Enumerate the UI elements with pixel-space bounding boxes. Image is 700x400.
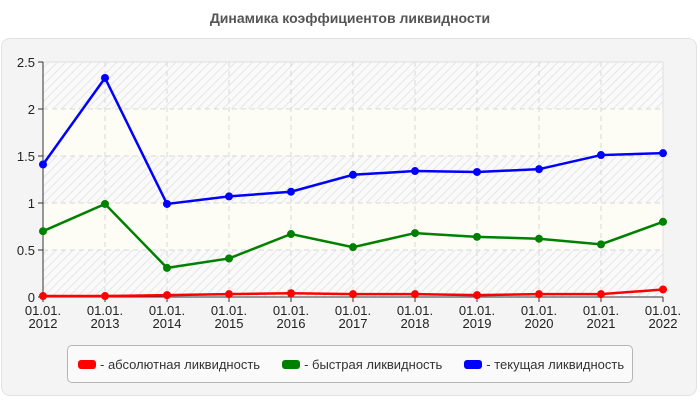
y-tick-label: 2.5 bbox=[17, 55, 35, 70]
data-point[interactable] bbox=[225, 290, 233, 299]
x-tick-label: 01.01. bbox=[583, 303, 619, 318]
data-point[interactable] bbox=[597, 240, 605, 249]
data-point[interactable] bbox=[39, 160, 47, 169]
data-point[interactable] bbox=[535, 234, 543, 243]
y-tick-label: 2 bbox=[28, 102, 35, 117]
legend-swatch-blue bbox=[464, 359, 483, 369]
x-tick-label: 2021 bbox=[587, 316, 616, 331]
data-point[interactable] bbox=[411, 290, 419, 299]
data-point[interactable] bbox=[39, 292, 47, 301]
y-tick-label: 1.5 bbox=[17, 149, 35, 164]
chart-title: Динамика коэффициентов ликвидности bbox=[209, 10, 491, 26]
data-point[interactable] bbox=[163, 199, 171, 208]
x-tick-label: 2022 bbox=[649, 316, 678, 331]
x-tick-label: 01.01. bbox=[335, 303, 371, 318]
data-point[interactable] bbox=[101, 292, 109, 301]
data-point[interactable] bbox=[597, 151, 605, 160]
legend-swatch-green bbox=[282, 359, 301, 369]
x-tick-label: 2016 bbox=[277, 316, 306, 331]
grid-lines bbox=[43, 61, 664, 297]
x-tick-label: 2013 bbox=[91, 316, 120, 331]
data-point[interactable] bbox=[287, 230, 295, 239]
data-point[interactable] bbox=[349, 243, 357, 252]
axes: 00.511.522.501.01.201201.01.201301.01.20… bbox=[17, 55, 681, 331]
legend-label: - быстрая ликвидность bbox=[304, 356, 443, 372]
data-point[interactable] bbox=[287, 289, 295, 298]
x-tick-label: 01.01. bbox=[273, 303, 309, 318]
series-lines bbox=[39, 73, 667, 301]
data-point[interactable] bbox=[349, 170, 357, 179]
data-point[interactable] bbox=[659, 285, 667, 294]
legend-item-current[interactable]: - текущая ликвидность bbox=[464, 357, 624, 372]
x-tick-label: 2018 bbox=[401, 316, 430, 331]
x-tick-label: 01.01. bbox=[211, 303, 247, 318]
x-tick-label: 2014 bbox=[153, 316, 182, 331]
x-tick-label: 01.01. bbox=[645, 303, 681, 318]
data-point[interactable] bbox=[659, 217, 667, 226]
legend-label: - абсолютная ликвидность bbox=[100, 356, 261, 372]
data-point[interactable] bbox=[163, 263, 171, 272]
x-tick-label: 2012 bbox=[29, 316, 58, 331]
data-point[interactable] bbox=[473, 232, 481, 241]
x-tick-label: 01.01. bbox=[397, 303, 433, 318]
legend: - абсолютная ликвидность - быстрая ликви… bbox=[67, 345, 633, 383]
data-point[interactable] bbox=[349, 290, 357, 299]
x-tick-label: 2019 bbox=[463, 316, 492, 331]
legend-item-absolute[interactable]: - абсолютная ликвидность bbox=[78, 357, 260, 372]
data-point[interactable] bbox=[163, 291, 171, 300]
data-point[interactable] bbox=[225, 192, 233, 201]
x-tick-label: 01.01. bbox=[521, 303, 557, 318]
data-point[interactable] bbox=[597, 290, 605, 299]
x-tick-label: 01.01. bbox=[459, 303, 495, 318]
x-tick-label: 2017 bbox=[339, 316, 368, 331]
y-tick-label: 0.5 bbox=[17, 243, 35, 258]
data-point[interactable] bbox=[411, 167, 419, 176]
data-point[interactable] bbox=[535, 290, 543, 299]
x-tick-label: 01.01. bbox=[149, 303, 185, 318]
legend-item-quick[interactable]: - быстрая ликвидность bbox=[282, 357, 442, 372]
x-tick-label: 01.01. bbox=[25, 303, 61, 318]
data-point[interactable] bbox=[659, 149, 667, 158]
data-point[interactable] bbox=[473, 167, 481, 176]
data-point[interactable] bbox=[535, 165, 543, 174]
data-point[interactable] bbox=[473, 291, 481, 300]
data-point[interactable] bbox=[101, 199, 109, 208]
x-tick-label: 2020 bbox=[525, 316, 554, 331]
data-point[interactable] bbox=[287, 187, 295, 196]
legend-swatch-red bbox=[78, 359, 96, 369]
y-tick-label: 0 bbox=[28, 290, 35, 305]
x-tick-label: 2015 bbox=[215, 316, 244, 331]
data-point[interactable] bbox=[101, 73, 109, 82]
y-tick-label: 1 bbox=[28, 196, 35, 211]
data-point[interactable] bbox=[225, 254, 233, 263]
data-point[interactable] bbox=[411, 229, 419, 238]
data-point[interactable] bbox=[39, 227, 47, 236]
x-tick-label: 01.01. bbox=[87, 303, 123, 318]
legend-label: - текущая ликвидность bbox=[486, 356, 625, 372]
